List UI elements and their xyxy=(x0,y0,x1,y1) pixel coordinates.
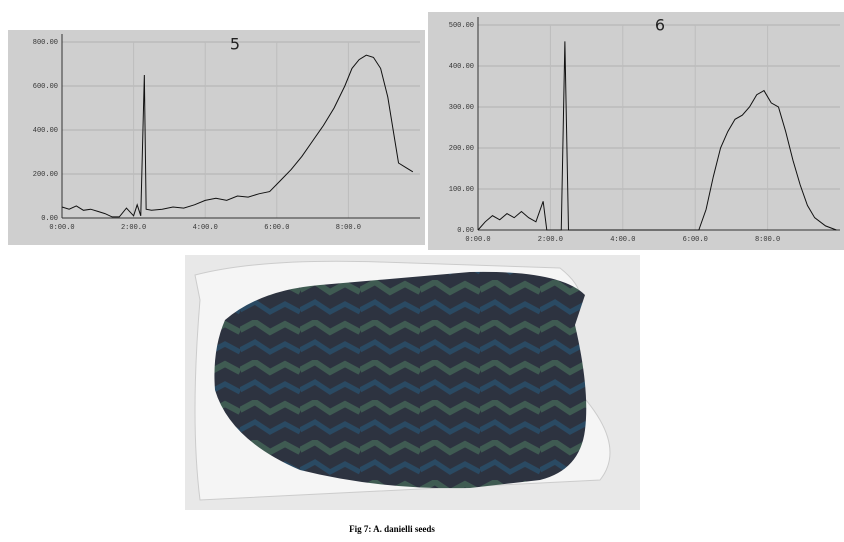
x-tick-label: 2:00.0 xyxy=(538,236,563,244)
chart-title: 5 xyxy=(230,35,240,54)
x-tick-label: 2:00.0 xyxy=(121,224,146,232)
y-tick-label: 400.00 xyxy=(449,63,474,71)
chart: 0.00 100.00 200.00 300.00 400.00 500.00 0:00.0… xyxy=(428,12,844,250)
y-tick-label: 200.00 xyxy=(449,145,474,153)
chart-title: 6 xyxy=(655,16,665,35)
x-tick-label: 0:00.0 xyxy=(465,236,490,244)
y-tick-label: 600.00 xyxy=(33,83,58,91)
y-tick-label: 400.00 xyxy=(33,127,58,135)
y-tick-label: 300.00 xyxy=(449,104,474,112)
x-tick-label: 4:00.0 xyxy=(610,236,635,244)
x-tick-label: 6:00.0 xyxy=(264,224,289,232)
x-tick-label: 8:00.0 xyxy=(755,236,780,244)
x-tick-label: 8:00.0 xyxy=(336,224,361,232)
data-line xyxy=(61,54,414,218)
x-tick-label: 0:00.0 xyxy=(49,224,74,232)
x-tick-label: 6:00.0 xyxy=(683,236,708,244)
y-tick-label: 800.00 xyxy=(33,39,58,47)
y-tick-label: 500.00 xyxy=(449,22,474,30)
chart: 0.00 200.00 400.00 600.00 800.00 0:00.0 2:00.0… xyxy=(8,30,425,245)
x-tick-label: 4:00.0 xyxy=(193,224,218,232)
chart-background xyxy=(428,12,844,250)
y-tick-label: 100.00 xyxy=(449,186,474,194)
y-tick-label: 0.00 xyxy=(457,227,474,235)
caption: Fig 7: A. danielli seeds xyxy=(349,524,435,534)
y-tick-label: 200.00 xyxy=(33,171,58,179)
data-line xyxy=(477,41,837,231)
y-tick-label: 0.00 xyxy=(41,215,58,223)
photo xyxy=(185,255,640,510)
chart-background xyxy=(8,30,425,245)
